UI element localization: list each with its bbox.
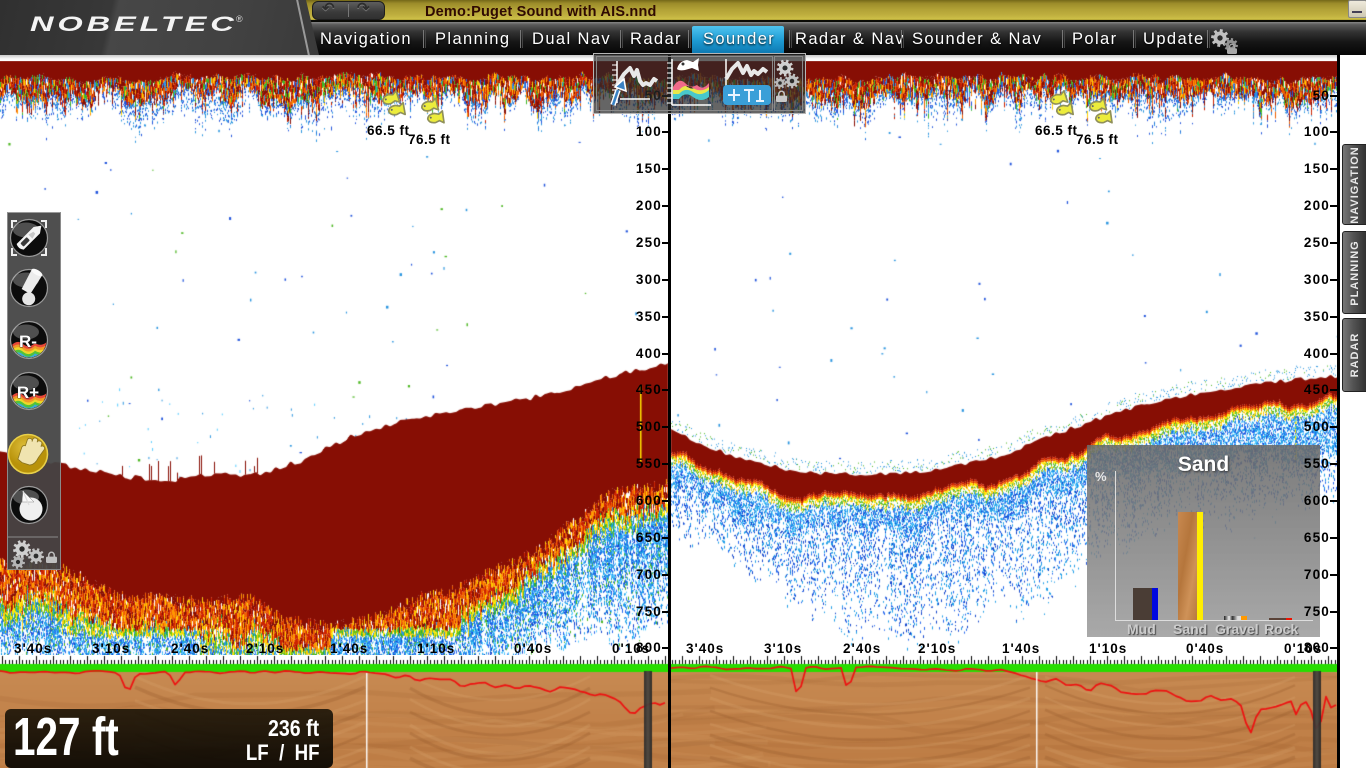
svg-text:R-: R-	[19, 332, 37, 351]
svg-text:R+: R+	[17, 383, 39, 402]
